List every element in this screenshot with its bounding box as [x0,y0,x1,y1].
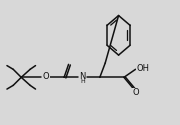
Text: H: H [80,79,85,84]
Text: O: O [42,72,49,81]
Text: N: N [79,72,86,81]
Text: OH: OH [136,64,149,73]
Text: O: O [132,88,139,97]
